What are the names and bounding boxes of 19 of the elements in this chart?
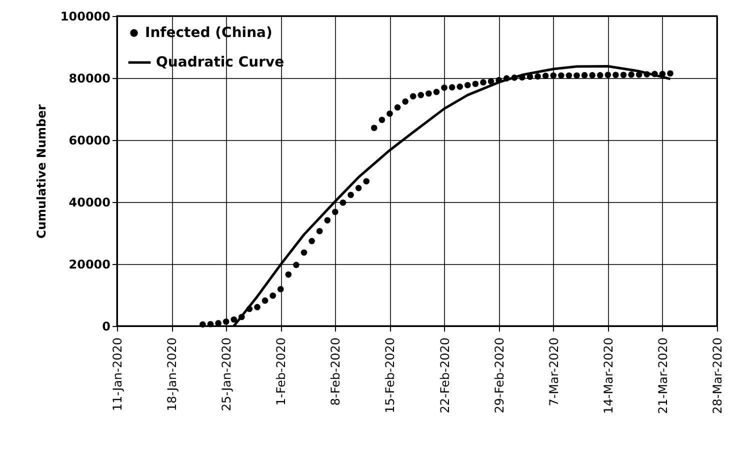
y-tick-label: 60000 bbox=[68, 134, 110, 148]
x-tick-label: 22-Feb-2020 bbox=[438, 338, 452, 414]
y-tick-label: 80000 bbox=[68, 72, 110, 86]
x-tick-label: 25-Jan-2020 bbox=[220, 338, 234, 412]
x-tick-label: 11-Jan-2020 bbox=[110, 338, 124, 412]
y-tick-label: 20000 bbox=[68, 258, 110, 272]
y-tick-label: 0 bbox=[102, 320, 110, 334]
x-tick-label: 8-Feb-2020 bbox=[328, 338, 343, 406]
y-tick-label: 40000 bbox=[68, 196, 110, 210]
x-tick-label: 21-Mar-2020 bbox=[656, 338, 670, 414]
x-tick-label: 1-Feb-2020 bbox=[274, 338, 288, 406]
x-tick-label: 7-Mar-2020 bbox=[546, 338, 561, 406]
x-tick-label: 18-Jan-2020 bbox=[165, 338, 180, 412]
x-tick-label: 15-Feb-2020 bbox=[383, 338, 398, 414]
y-tick-label: 100000 bbox=[60, 10, 110, 24]
x-tick-label: 14-Mar-2020 bbox=[601, 338, 616, 414]
x-tick-label: 28-Mar-2020 bbox=[710, 338, 724, 414]
x-tick-label: 29-Feb-2020 bbox=[492, 338, 506, 414]
y-axis-title: Cumulative Number bbox=[34, 104, 48, 239]
